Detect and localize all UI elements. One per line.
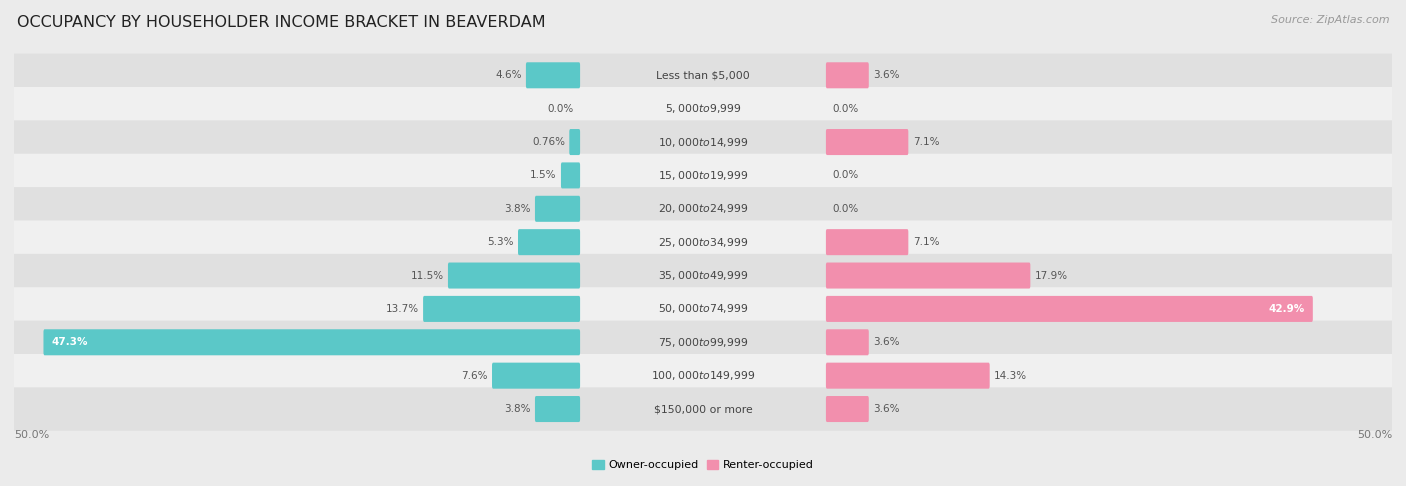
Text: 3.6%: 3.6% bbox=[873, 70, 900, 80]
FancyBboxPatch shape bbox=[6, 221, 1400, 264]
FancyBboxPatch shape bbox=[569, 129, 581, 155]
Text: 0.0%: 0.0% bbox=[832, 171, 859, 180]
FancyBboxPatch shape bbox=[44, 330, 581, 355]
FancyBboxPatch shape bbox=[534, 396, 581, 422]
Text: 3.8%: 3.8% bbox=[503, 404, 530, 414]
FancyBboxPatch shape bbox=[492, 363, 581, 389]
Text: $25,000 to $34,999: $25,000 to $34,999 bbox=[658, 236, 748, 249]
Text: $50,000 to $74,999: $50,000 to $74,999 bbox=[658, 302, 748, 315]
Text: 0.76%: 0.76% bbox=[531, 137, 565, 147]
Text: 13.7%: 13.7% bbox=[385, 304, 419, 314]
FancyBboxPatch shape bbox=[517, 229, 581, 255]
FancyBboxPatch shape bbox=[6, 53, 1400, 97]
FancyBboxPatch shape bbox=[825, 330, 869, 355]
Text: $15,000 to $19,999: $15,000 to $19,999 bbox=[658, 169, 748, 182]
FancyBboxPatch shape bbox=[825, 363, 990, 389]
Text: 17.9%: 17.9% bbox=[1035, 271, 1069, 280]
FancyBboxPatch shape bbox=[6, 121, 1400, 164]
Text: Less than $5,000: Less than $5,000 bbox=[657, 70, 749, 80]
Text: 14.3%: 14.3% bbox=[994, 371, 1028, 381]
FancyBboxPatch shape bbox=[534, 196, 581, 222]
Text: 3.6%: 3.6% bbox=[873, 404, 900, 414]
FancyBboxPatch shape bbox=[6, 187, 1400, 230]
Legend: Owner-occupied, Renter-occupied: Owner-occupied, Renter-occupied bbox=[588, 455, 818, 475]
Text: 7.1%: 7.1% bbox=[912, 137, 939, 147]
Text: 7.1%: 7.1% bbox=[912, 237, 939, 247]
Text: 50.0%: 50.0% bbox=[1357, 430, 1392, 440]
FancyBboxPatch shape bbox=[6, 287, 1400, 330]
FancyBboxPatch shape bbox=[825, 129, 908, 155]
Text: 3.6%: 3.6% bbox=[873, 337, 900, 347]
Text: $20,000 to $24,999: $20,000 to $24,999 bbox=[658, 202, 748, 215]
Text: $75,000 to $99,999: $75,000 to $99,999 bbox=[658, 336, 748, 349]
Text: 42.9%: 42.9% bbox=[1268, 304, 1305, 314]
Text: 1.5%: 1.5% bbox=[530, 171, 557, 180]
Text: OCCUPANCY BY HOUSEHOLDER INCOME BRACKET IN BEAVERDAM: OCCUPANCY BY HOUSEHOLDER INCOME BRACKET … bbox=[17, 15, 546, 30]
Text: 0.0%: 0.0% bbox=[832, 104, 859, 114]
Text: 4.6%: 4.6% bbox=[495, 70, 522, 80]
Text: $100,000 to $149,999: $100,000 to $149,999 bbox=[651, 369, 755, 382]
FancyBboxPatch shape bbox=[449, 262, 581, 289]
FancyBboxPatch shape bbox=[6, 354, 1400, 398]
Text: 0.0%: 0.0% bbox=[547, 104, 574, 114]
FancyBboxPatch shape bbox=[825, 296, 1313, 322]
FancyBboxPatch shape bbox=[825, 229, 908, 255]
FancyBboxPatch shape bbox=[825, 62, 869, 88]
FancyBboxPatch shape bbox=[423, 296, 581, 322]
Text: 7.6%: 7.6% bbox=[461, 371, 488, 381]
Text: $5,000 to $9,999: $5,000 to $9,999 bbox=[665, 102, 741, 115]
FancyBboxPatch shape bbox=[561, 162, 581, 189]
FancyBboxPatch shape bbox=[825, 262, 1031, 289]
Text: $150,000 or more: $150,000 or more bbox=[654, 404, 752, 414]
FancyBboxPatch shape bbox=[6, 154, 1400, 197]
FancyBboxPatch shape bbox=[6, 87, 1400, 130]
Text: 47.3%: 47.3% bbox=[52, 337, 89, 347]
FancyBboxPatch shape bbox=[6, 254, 1400, 297]
Text: 5.3%: 5.3% bbox=[486, 237, 513, 247]
Text: Source: ZipAtlas.com: Source: ZipAtlas.com bbox=[1271, 15, 1389, 25]
Text: 0.0%: 0.0% bbox=[832, 204, 859, 214]
Text: 50.0%: 50.0% bbox=[14, 430, 49, 440]
FancyBboxPatch shape bbox=[825, 396, 869, 422]
FancyBboxPatch shape bbox=[526, 62, 581, 88]
Text: 11.5%: 11.5% bbox=[411, 271, 443, 280]
Text: 3.8%: 3.8% bbox=[503, 204, 530, 214]
Text: $10,000 to $14,999: $10,000 to $14,999 bbox=[658, 136, 748, 149]
FancyBboxPatch shape bbox=[6, 387, 1400, 431]
FancyBboxPatch shape bbox=[6, 321, 1400, 364]
Text: $35,000 to $49,999: $35,000 to $49,999 bbox=[658, 269, 748, 282]
